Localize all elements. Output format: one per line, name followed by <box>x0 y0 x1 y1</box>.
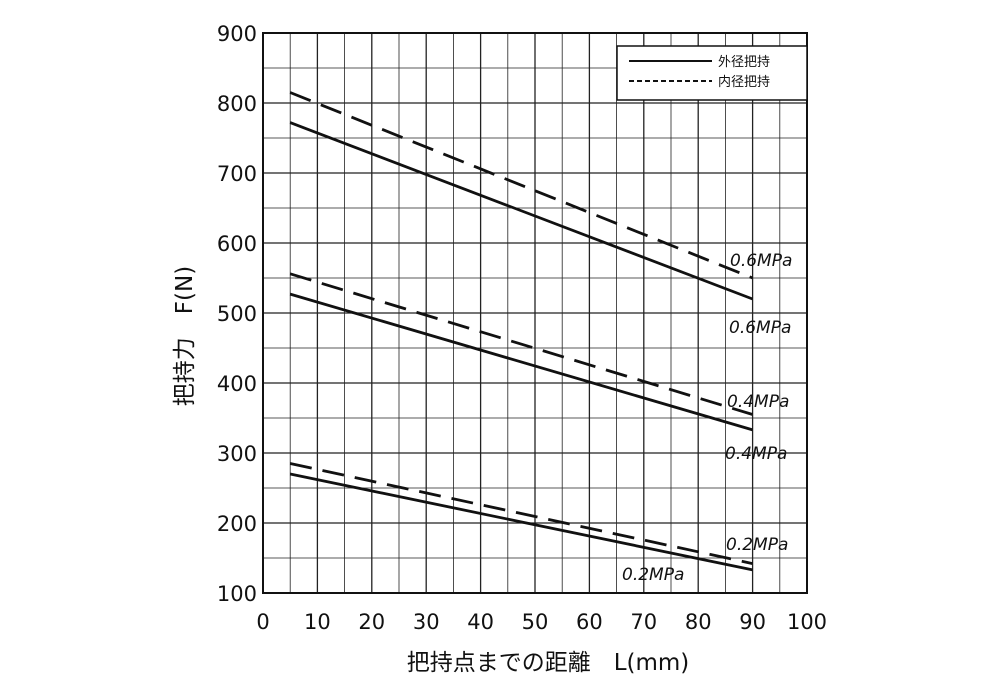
legend-label-outer: 外径把持 <box>718 55 770 70</box>
x-tick-label: 0 <box>256 610 269 634</box>
x-axis-title: 把持点までの距離 L(mm) <box>407 650 690 676</box>
x-tick-label: 60 <box>576 610 603 634</box>
series-pressure-label: 0.6MPa <box>730 251 792 271</box>
x-tick-label: 70 <box>630 610 657 634</box>
x-tick-labels: 0 10 20 30 40 50 60 70 80 90 100 <box>256 610 827 634</box>
x-tick-label: 90 <box>739 610 766 634</box>
legend-label-inner: 内径把持 <box>718 74 770 90</box>
series-line-dashed <box>289 91 754 280</box>
series-pressure-label: 0.2MPa <box>726 535 788 555</box>
series-line-solid <box>289 121 754 301</box>
series-pressure-label: 0.2MPa <box>622 565 684 585</box>
x-tick-label: 10 <box>304 610 331 634</box>
series-layer: 0.6MPa 0.6MPa 0.4MPa 0.4MPa 0.2MPa 0.2MPa <box>289 91 792 585</box>
series-line-dashed <box>289 462 753 565</box>
y-tick-label: 200 <box>217 512 257 536</box>
x-tick-label: 40 <box>467 610 494 634</box>
plot-frame <box>262 32 808 594</box>
series-line-dashed <box>289 272 754 416</box>
y-tick-label: 100 <box>217 582 257 606</box>
series-pressure-label: 0.4MPa <box>725 444 787 464</box>
y-tick-label: 700 <box>217 162 257 186</box>
y-tick-label: 500 <box>217 302 257 326</box>
legend: 外径把持 内径把持 <box>616 45 808 101</box>
x-tick-label: 100 <box>787 610 827 634</box>
x-tick-label: 20 <box>358 610 385 634</box>
legend-box <box>616 45 808 101</box>
plot-border <box>262 32 808 594</box>
x-tick-label: 50 <box>522 610 549 634</box>
y-axis-title: 把持力 F(N) <box>172 266 198 406</box>
series-pressure-label: 0.6MPa <box>729 318 791 338</box>
y-tick-label: 900 <box>217 22 257 46</box>
series-line-solid <box>289 472 753 572</box>
y-tick-label: 800 <box>217 92 257 116</box>
y-tick-label: 600 <box>217 232 257 256</box>
series-pressure-label: 0.4MPa <box>727 392 789 412</box>
x-tick-label: 30 <box>413 610 440 634</box>
y-tick-label: 400 <box>217 372 257 396</box>
y-tick-label: 300 <box>217 442 257 466</box>
y-tick-labels: 100 200 300 400 500 600 700 800 900 <box>217 22 257 606</box>
x-tick-label: 80 <box>685 610 712 634</box>
series-line-solid <box>289 292 753 432</box>
